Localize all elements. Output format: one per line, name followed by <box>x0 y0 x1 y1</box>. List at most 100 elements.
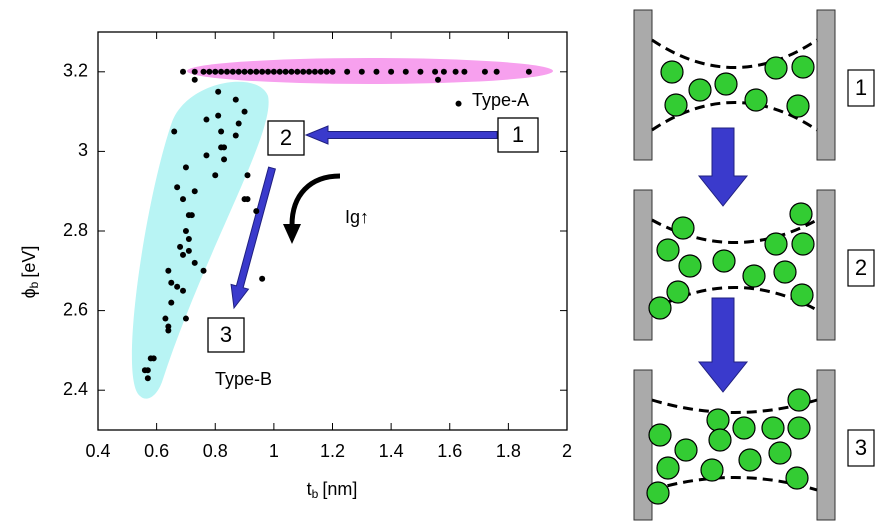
particle <box>738 448 762 472</box>
y-tick-label: 2.8 <box>63 220 88 240</box>
x-tick-label: 0.8 <box>203 441 228 461</box>
data-point <box>221 144 228 151</box>
y-tick-label: 3 <box>78 140 88 160</box>
particle <box>761 416 785 440</box>
plot: 0.4 0.6 0.8 1 1.2 1.4 1.6 1.8 22.42.62.833.2tb [n… <box>19 31 572 501</box>
type-a-region <box>187 58 553 84</box>
data-point <box>253 68 260 75</box>
channel-edge <box>651 38 818 69</box>
process-arrow <box>697 297 749 393</box>
data-point <box>435 76 442 83</box>
particle <box>786 94 810 118</box>
step-box <box>207 317 245 353</box>
data-point <box>165 327 172 334</box>
x-label: tb [nm] <box>307 479 358 501</box>
electrode <box>816 189 836 341</box>
particle <box>764 56 788 80</box>
data-point <box>525 68 532 75</box>
channel-edge <box>651 101 818 132</box>
step-label: 1 <box>512 122 524 147</box>
data-point <box>200 267 207 274</box>
data-point <box>241 68 248 75</box>
data-point <box>244 196 251 203</box>
diagram: 1 2 3 <box>633 9 875 521</box>
data-point <box>288 68 295 75</box>
step-box <box>497 117 539 153</box>
data-point <box>306 68 313 75</box>
data-point <box>182 164 189 171</box>
data-point <box>212 172 219 179</box>
data-point <box>221 156 228 163</box>
data-point <box>402 68 409 75</box>
data-point <box>165 267 172 274</box>
particle <box>714 72 738 96</box>
data-point <box>461 68 468 75</box>
particle <box>712 249 736 273</box>
data-point <box>235 120 242 127</box>
particle <box>706 408 730 432</box>
y-tick-label: 2.4 <box>63 379 88 399</box>
data-point <box>259 68 266 75</box>
data-point <box>171 128 178 135</box>
particle <box>700 458 724 482</box>
x-tick-label: 1.4 <box>379 441 404 461</box>
data-point <box>259 275 266 282</box>
data-point <box>180 251 187 258</box>
particle <box>674 438 698 462</box>
particle <box>791 232 815 256</box>
particle <box>764 232 788 256</box>
data-point <box>182 228 189 234</box>
x-tick-label: 1.2 <box>320 441 345 461</box>
type-b-region <box>131 81 269 399</box>
data-point <box>215 112 222 119</box>
data-point <box>358 68 365 75</box>
particle <box>671 216 695 240</box>
data-point <box>200 68 207 75</box>
panel-box <box>847 249 875 287</box>
data-point <box>282 68 289 75</box>
data-point <box>311 68 318 75</box>
data-point <box>174 184 181 191</box>
data-point <box>162 315 169 322</box>
data-point <box>144 367 151 374</box>
particle <box>678 254 702 278</box>
data-point <box>440 68 447 75</box>
data-point <box>215 88 222 95</box>
data-point <box>481 68 488 75</box>
process-arrow <box>697 127 749 207</box>
data-point <box>247 68 254 75</box>
particle <box>744 88 768 112</box>
electrode <box>633 369 653 521</box>
x-tick-label: 1 <box>269 441 279 461</box>
panel-label: 3 <box>855 435 867 460</box>
x-tick-label: 1.8 <box>496 441 521 461</box>
particle <box>773 260 797 284</box>
data-point <box>180 287 187 294</box>
data-point <box>432 68 439 75</box>
data-point <box>177 243 184 250</box>
axis-subscript: b <box>312 487 319 501</box>
data-point <box>232 132 239 139</box>
data-point <box>244 172 251 179</box>
data-point <box>373 68 380 75</box>
particle <box>787 388 811 412</box>
data-point <box>147 355 154 362</box>
arrow <box>304 125 498 145</box>
annotation: Type-B <box>215 369 272 389</box>
data-point <box>168 279 175 286</box>
panel-box <box>847 429 875 467</box>
data-point <box>185 235 192 242</box>
y-label: ϕb [eV] <box>19 246 41 299</box>
data-point <box>452 68 459 75</box>
arrow <box>230 166 276 310</box>
particle <box>656 238 680 262</box>
data-point <box>493 68 500 75</box>
particle <box>666 280 690 304</box>
data-point <box>174 283 181 290</box>
data-point <box>388 68 395 75</box>
particle <box>787 416 811 440</box>
particle <box>732 416 756 440</box>
data-point <box>265 68 272 75</box>
data-point <box>144 375 151 382</box>
